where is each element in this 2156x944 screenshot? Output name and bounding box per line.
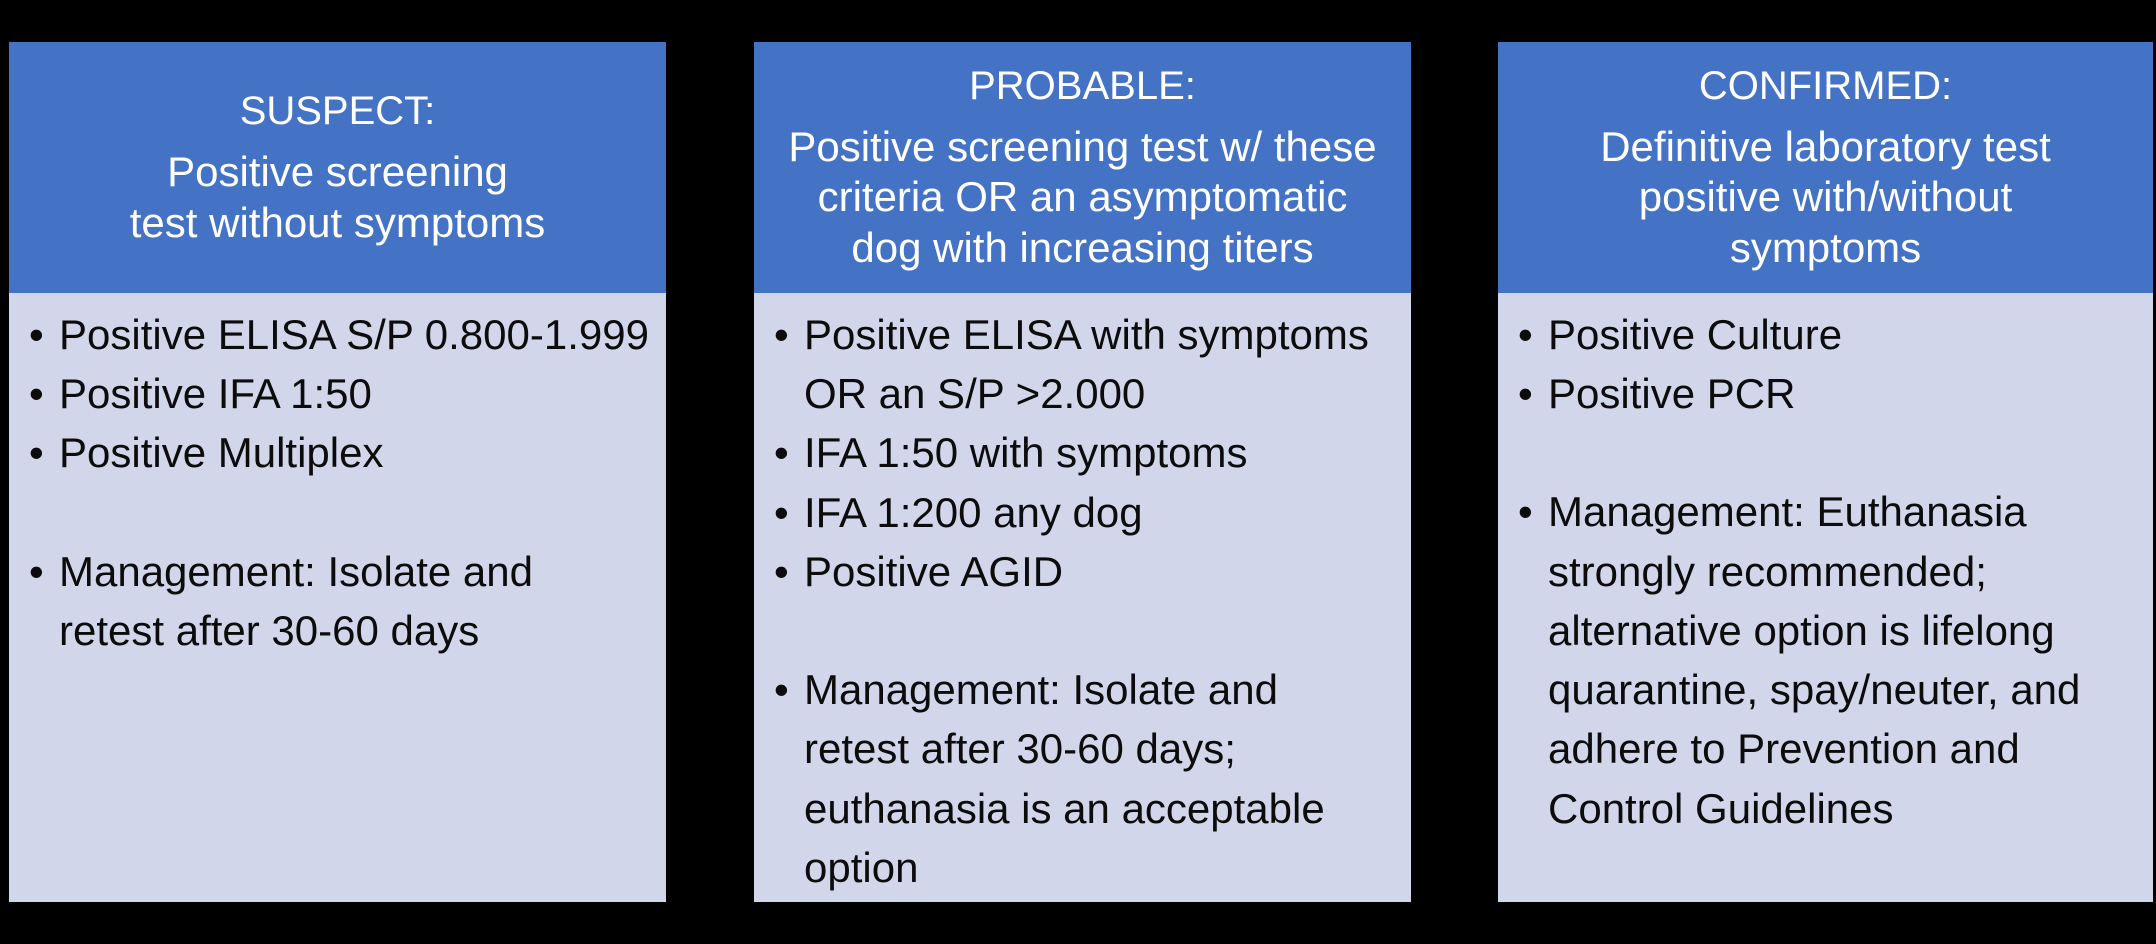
card-confirmed-header: CONFIRMED: Definitive laboratory test po… [1498,42,2153,293]
suspect-criteria-list: Positive ELISA S/P 0.800-1.999 Positive … [29,305,652,660]
bullet-item: Positive ELISA S/P 0.800-1.999 [29,305,652,364]
card-suspect-header: SUSPECT: Positive screening test without… [9,42,666,293]
bullet-item: Positive ELISA with symptoms OR an S/P >… [774,305,1397,423]
management-item: Management: Isolate and retest after 30-… [774,660,1397,897]
card-suspect-subtitle: Positive screening test without symptoms [129,148,546,246]
management-item: Management: Euthanasia strongly recommen… [1518,482,2139,837]
management-item: Management: Isolate and retest after 30-… [29,542,652,660]
bullet-item: IFA 1:200 any dog [774,483,1397,542]
card-probable-body: Positive ELISA with symptoms OR an S/P >… [754,293,1411,902]
confirmed-criteria-list: Positive Culture Positive PCR Management… [1518,305,2139,838]
bullet-item: IFA 1:50 with symptoms [774,423,1397,482]
card-suspect: SUSPECT: Positive screening test without… [9,42,666,902]
bullet-item: Positive IFA 1:50 [29,364,652,423]
card-confirmed-body: Positive Culture Positive PCR Management… [1498,293,2153,902]
card-confirmed-title: CONFIRMED: [1698,63,1953,108]
card-probable-header: PROBABLE: Positive screening test w/ the… [754,42,1411,293]
card-probable: PROBABLE: Positive screening test w/ the… [754,42,1411,902]
bullet-item: Positive PCR [1518,364,2139,423]
card-probable-subtitle: Positive screening test w/ these criteri… [788,122,1377,271]
card-suspect-body: Positive ELISA S/P 0.800-1.999 Positive … [9,293,666,902]
card-confirmed: CONFIRMED: Definitive laboratory test po… [1498,42,2153,902]
probable-criteria-list: Positive ELISA with symptoms OR an S/P >… [774,305,1397,897]
card-probable-title: PROBABLE: [969,63,1196,108]
bullet-item: Positive Culture [1518,305,2139,364]
bullet-item: Positive AGID [774,542,1397,601]
card-suspect-title: SUSPECT: [239,89,436,134]
card-confirmed-subtitle: Definitive laboratory test positive with… [1600,122,2051,271]
bullet-item: Positive Multiplex [29,423,652,482]
